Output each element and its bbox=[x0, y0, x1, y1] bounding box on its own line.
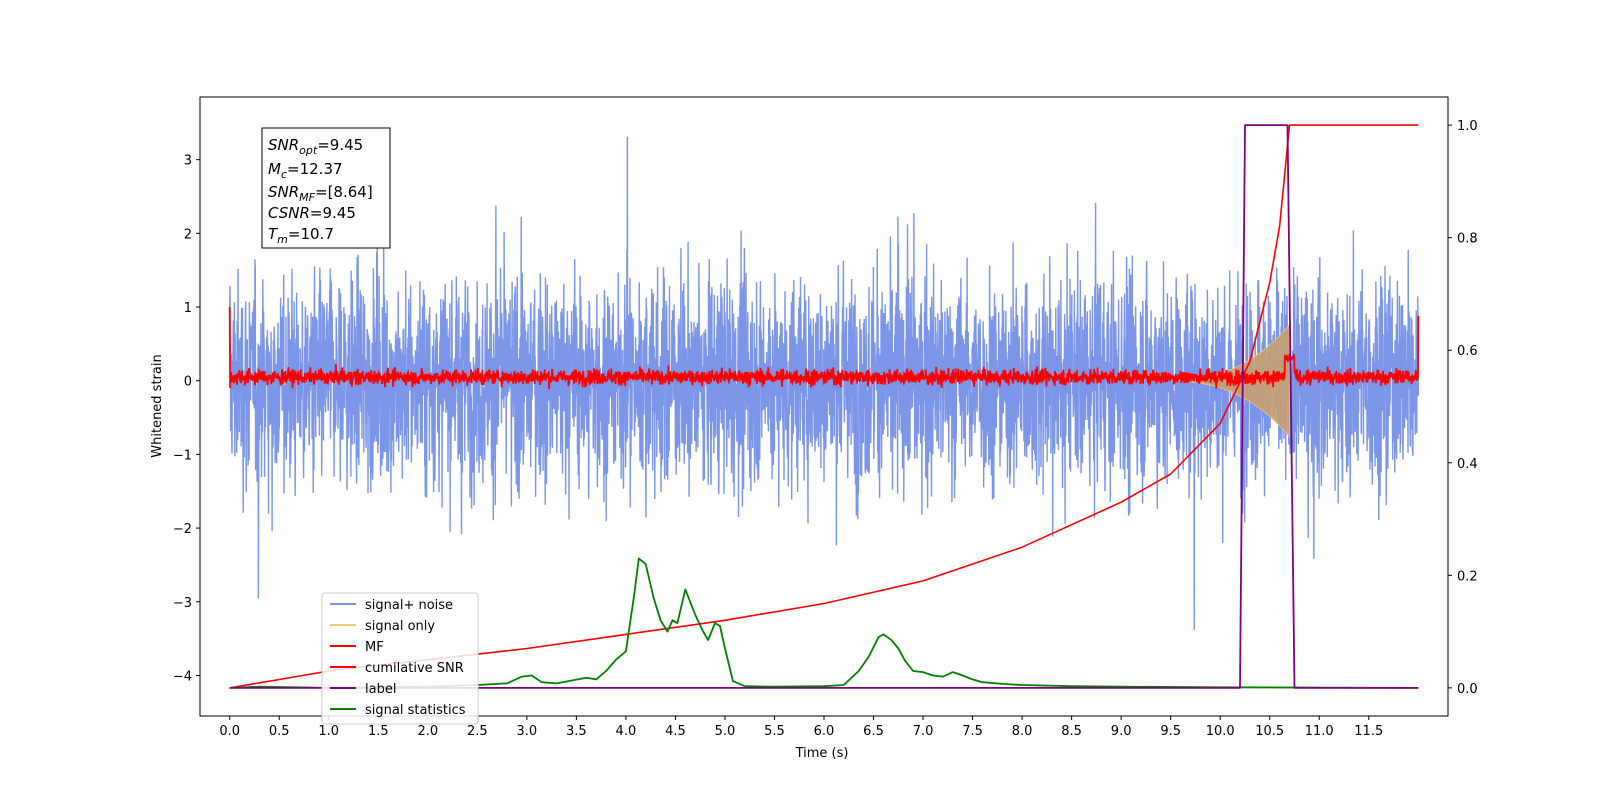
x-tick-label: 5.5 bbox=[764, 724, 785, 739]
x-tick-label: 0.0 bbox=[219, 724, 240, 739]
x-tick-label: 4.0 bbox=[616, 724, 637, 739]
y-tick-label: −2 bbox=[173, 522, 192, 537]
y-axis-left: 3 2 1 0 −1 −2 −3 −4 bbox=[173, 154, 200, 684]
legend-label-signal-only: signal only bbox=[365, 619, 435, 634]
stats-annotation-box: SNRopt=9.45 Mc=12.37 SNRMF=[8.64] CSNR=9… bbox=[261, 127, 391, 249]
x-tick-label: 1.0 bbox=[318, 724, 339, 739]
csnr-value: =9.45 bbox=[310, 204, 356, 222]
y2-tick-label: 0.0 bbox=[1457, 682, 1478, 697]
tm-annotation: Tm=10.7 bbox=[268, 225, 334, 246]
snr-opt-annotation: SNRopt=9.45 bbox=[268, 136, 363, 157]
csnr-symbol: CSNR bbox=[268, 204, 310, 222]
y-tick-label: −1 bbox=[173, 448, 192, 463]
snr-mf-value: =[8.64] bbox=[315, 183, 373, 201]
x-tick-label: 7.5 bbox=[962, 724, 983, 739]
x-tick-label: 9.0 bbox=[1111, 724, 1132, 739]
mc-annotation: Mc=12.37 bbox=[268, 160, 343, 181]
legend-items: signal+ noise signal only MF cumilative SNR… bbox=[330, 598, 466, 718]
y-tick-label: −3 bbox=[173, 596, 192, 611]
y-tick-label: 0 bbox=[184, 375, 192, 390]
x-tick-label: 10.0 bbox=[1206, 724, 1235, 739]
csnr-annotation: CSNR=9.45 bbox=[268, 204, 356, 222]
y2-tick-label: 0.8 bbox=[1457, 232, 1478, 247]
y2-tick-label: 1.0 bbox=[1457, 119, 1478, 134]
mc-value: =12.37 bbox=[287, 160, 343, 178]
x-tick-label: 3.5 bbox=[566, 724, 587, 739]
x-tick-label: 2.5 bbox=[467, 724, 488, 739]
legend: signal+ noise signal only MF cumilative SNR… bbox=[321, 592, 479, 725]
legend-label-cumilative-snr: cumilative SNR bbox=[365, 661, 464, 676]
legend-label-signal-statistics: signal statistics bbox=[365, 703, 466, 718]
y2-tick-label: 0.6 bbox=[1457, 344, 1478, 359]
x-tick-label: 10.5 bbox=[1255, 724, 1284, 739]
series-mf bbox=[228, 306, 1420, 390]
y2-tick-label: 0.2 bbox=[1457, 569, 1478, 584]
tm-symbol: T bbox=[268, 225, 279, 243]
x-tick-label: 6.0 bbox=[814, 724, 835, 739]
x-tick-label: 11.0 bbox=[1305, 724, 1334, 739]
stats-box-frame bbox=[261, 127, 391, 249]
y-tick-label: −4 bbox=[173, 669, 192, 684]
x-tick-label: 0.5 bbox=[269, 724, 290, 739]
mc-subscript: c bbox=[281, 168, 287, 181]
series-signal-noise bbox=[229, 136, 1419, 630]
snr-mf-annotation: SNRMF=[8.64] bbox=[268, 183, 373, 204]
tm-value: =10.7 bbox=[288, 225, 334, 243]
y2-tick-label: 0.4 bbox=[1457, 457, 1478, 472]
snr-opt-value: =9.45 bbox=[317, 136, 363, 154]
x-tick-label: 11.5 bbox=[1354, 724, 1383, 739]
x-tick-label: 1.5 bbox=[368, 724, 389, 739]
snr-opt-symbol: SNR bbox=[268, 136, 299, 154]
legend-label-signal-noise: signal+ noise bbox=[365, 598, 453, 613]
y-tick-label: 1 bbox=[184, 301, 192, 316]
y-tick-label: 3 bbox=[184, 154, 192, 169]
x-tick-label: 8.5 bbox=[1061, 724, 1082, 739]
x-tick-label: 7.0 bbox=[913, 724, 934, 739]
x-tick-label: 8.0 bbox=[1012, 724, 1033, 739]
series-cumulative-snr bbox=[229, 124, 1419, 689]
series-label bbox=[229, 124, 1419, 689]
plot-data-layer bbox=[228, 124, 1420, 689]
series-signal-statistics bbox=[229, 557, 1419, 689]
x-tick-label: 9.5 bbox=[1160, 724, 1181, 739]
legend-label-mf: MF bbox=[365, 640, 384, 655]
x-tick-label: 3.0 bbox=[517, 724, 538, 739]
x-tick-label: 2.0 bbox=[417, 724, 438, 739]
x-tick-label: 6.5 bbox=[863, 724, 884, 739]
y-axis-right: 1.0 0.8 0.6 0.4 0.2 0.0 bbox=[1448, 119, 1478, 697]
tm-subscript: m bbox=[277, 233, 288, 246]
x-tick-label: 4.5 bbox=[665, 724, 686, 739]
snr-opt-subscript: opt bbox=[299, 144, 318, 157]
legend-frame bbox=[321, 592, 479, 725]
snr-mf-subscript: MF bbox=[299, 191, 315, 204]
y-axis-label: Whitened strain bbox=[150, 354, 165, 457]
y-tick-label: 2 bbox=[184, 227, 192, 242]
legend-label-label: label bbox=[365, 682, 396, 697]
x-axis: 0.0 0.5 1.0 1.5 2.0 2.5 3.0 3.5 4.0 4.5 5.0 5.5 6.0 6… bbox=[219, 716, 1383, 739]
x-tick-label: 5.0 bbox=[715, 724, 736, 739]
x-axis-label: Time (s) bbox=[795, 746, 849, 761]
mc-symbol: M bbox=[268, 160, 281, 178]
snr-mf-symbol: SNR bbox=[268, 183, 299, 201]
